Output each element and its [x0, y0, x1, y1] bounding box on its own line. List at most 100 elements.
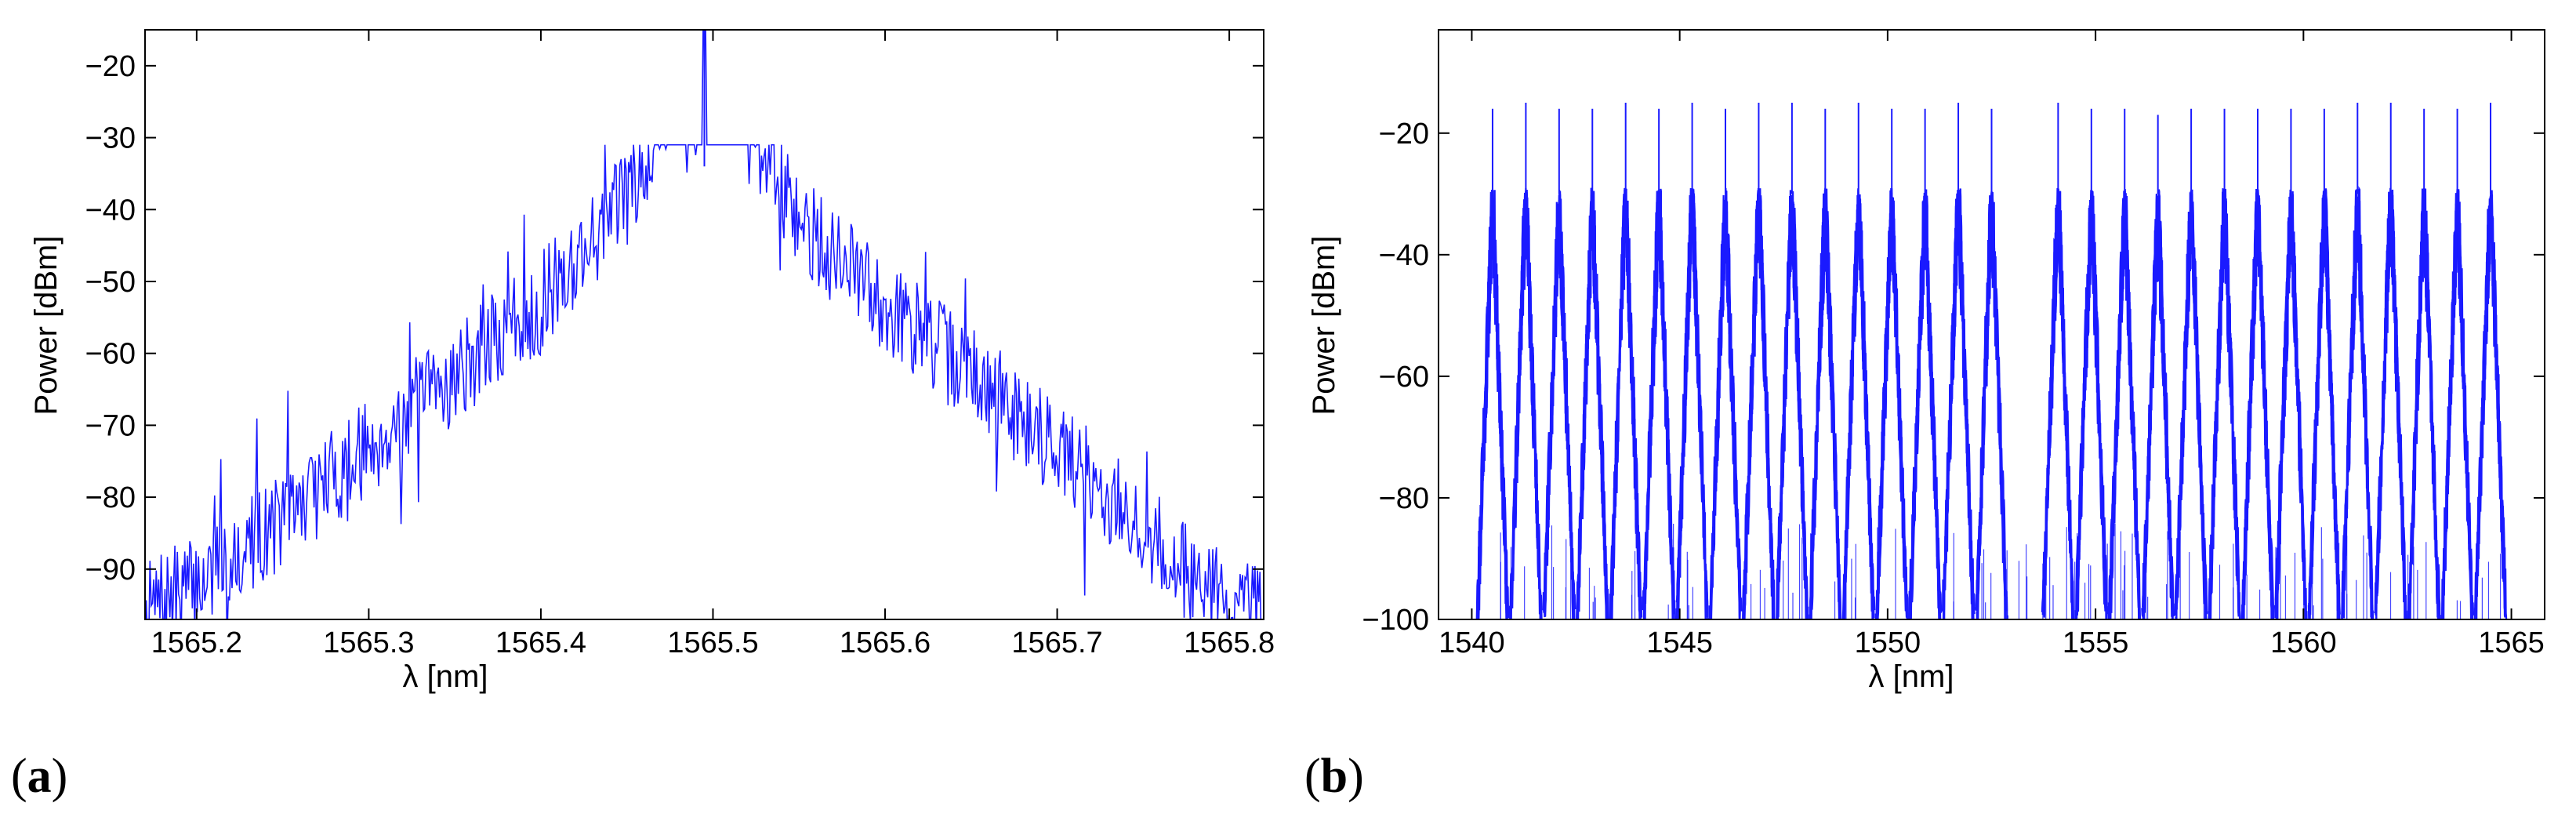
a-y-tick-label: −60 — [85, 338, 136, 371]
a-x-tick-label: 1565.5 — [667, 626, 758, 659]
b-channel — [1742, 103, 1776, 619]
a-x-tick-label: 1565.2 — [151, 626, 242, 659]
a-x-tick-label: 1565.8 — [1184, 626, 1275, 659]
b-channel-envelope — [1677, 192, 1708, 609]
b-channel — [1874, 108, 1909, 619]
b-channel — [2240, 108, 2275, 619]
b-channel-envelope — [1576, 192, 1609, 619]
b-channel-envelope — [1943, 189, 1974, 619]
b-channel — [1841, 103, 1876, 619]
b-channel — [2407, 108, 2441, 619]
b-channel — [2041, 103, 2075, 619]
b-channel-envelope — [1844, 190, 1874, 619]
b-axes-frame — [1438, 29, 2545, 620]
b-channel — [1941, 103, 1976, 619]
b-channel-envelope — [2374, 187, 2408, 619]
b-channel-envelope — [2141, 195, 2175, 617]
b-channel-envelope — [1742, 190, 1776, 619]
b-channel-envelope — [2240, 189, 2275, 619]
b-channel-envelope — [1809, 193, 1842, 619]
b-channel — [1642, 108, 1676, 619]
b-x-tick-label: 1545 — [1646, 626, 1713, 659]
b-channel-envelope — [1708, 200, 1743, 619]
b-y-tick-label: −60 — [1379, 361, 1429, 394]
b-channel — [2074, 108, 2109, 619]
b-channel-envelope — [2208, 196, 2241, 619]
b-y-tick-label: −40 — [1379, 239, 1429, 272]
b-x-tick-label: 1550 — [1855, 626, 1921, 659]
b-x-tick-label: 1555 — [2063, 626, 2129, 659]
b-x-tick-label: 1560 — [2270, 626, 2337, 659]
b-channel-envelope — [2107, 188, 2142, 619]
b-channel-envelope — [1709, 195, 1742, 619]
b-channel — [1475, 108, 1510, 619]
b-channel-envelope — [1675, 191, 1710, 619]
panel-b-x-ticks: 1540 1545 1550 1555 1560 1565 — [1439, 30, 2545, 659]
a-x-tick-label: 1565.4 — [495, 626, 586, 659]
b-channel-envelope — [1941, 189, 1976, 615]
b-y-tick-label: −80 — [1379, 482, 1429, 515]
b-channel-envelope — [2074, 190, 2109, 619]
b-x-tick-label: 1565 — [2478, 626, 2545, 659]
a-y-tick-label: −40 — [85, 194, 136, 227]
b-channel — [1975, 108, 2008, 619]
b-channel-envelope — [2473, 191, 2508, 619]
b-channel — [1708, 108, 1743, 619]
b-noise-spikes — [1478, 522, 2502, 619]
b-y-tick-label: −20 — [1379, 118, 1429, 151]
a-y-tick-label: −20 — [85, 50, 136, 83]
b-channel — [1809, 108, 1842, 619]
b-trace-group — [1475, 103, 2508, 619]
panel-a-x-ticks: 1565.2 1565.3 1565.4 1565.5 1565.6 1565.7 1565… — [151, 30, 1275, 659]
b-channel — [2141, 114, 2175, 619]
b-channel-envelope — [1610, 187, 1642, 619]
b-channel-envelope — [2041, 191, 2075, 619]
b-channel-envelope — [1776, 194, 1809, 619]
panel-a-letter: a — [27, 750, 52, 803]
b-channel — [1675, 103, 1710, 619]
b-channel-envelope — [2075, 190, 2107, 619]
b-channel — [1508, 103, 1543, 619]
b-channel-envelope — [1542, 191, 1576, 612]
panel-b-x-axis-title: λ [nm] — [1869, 659, 1954, 694]
b-channel — [2107, 108, 2142, 619]
b-channel — [2208, 108, 2241, 619]
b-channel — [1542, 108, 1576, 619]
b-channel — [2374, 103, 2408, 619]
b-channel-envelope — [1742, 188, 1776, 619]
b-channel — [1609, 103, 1643, 619]
b-channel-envelope — [1475, 190, 1510, 619]
b-channel-envelope — [2175, 189, 2207, 619]
b-channel — [2307, 108, 2342, 619]
a-x-tick-label: 1565.7 — [1011, 626, 1102, 659]
b-channel — [2273, 108, 2308, 619]
b-x-tick-label: 1540 — [1439, 626, 1505, 659]
panel-a-plot-area — [144, 29, 1264, 620]
panel-a-x-axis-title: λ [nm] — [403, 659, 488, 694]
b-channel — [2174, 108, 2208, 619]
panel-b-letter: b — [1321, 750, 1348, 803]
panel-b-plot-area — [1438, 29, 2545, 620]
panel-a-chart: 1565.2 1565.3 1565.4 1565.5 1565.6 1565.7 1565… — [11, 29, 1275, 803]
a-trace-group — [145, 30, 1262, 619]
a-y-tick-label: −30 — [85, 122, 136, 155]
b-channel-envelope — [2407, 188, 2441, 619]
b-channel — [2440, 108, 2475, 619]
b-channel — [1908, 108, 1943, 619]
panel-b-y-ticks: −100 −80 −60 −40 −20 — [1362, 118, 2545, 637]
panel-a-y-axis-title: Power [dBm] — [29, 236, 63, 416]
b-channel-envelope — [1841, 195, 1876, 619]
b-channel-envelope — [1642, 188, 1676, 619]
b-channel-envelope — [2273, 191, 2308, 619]
b-y-tick-label: −100 — [1362, 604, 1429, 637]
b-channel-envelope — [1576, 191, 1609, 619]
a-spectrum-line — [145, 30, 1262, 619]
b-channel — [1776, 103, 1809, 619]
a-y-tick-label: −50 — [85, 266, 136, 299]
b-channel-envelope — [2442, 188, 2473, 619]
b-channel-envelope — [1908, 194, 1943, 619]
b-channel-envelope — [1609, 194, 1643, 619]
a-y-tick-label: −80 — [85, 481, 136, 514]
b-channel — [1576, 108, 1609, 619]
